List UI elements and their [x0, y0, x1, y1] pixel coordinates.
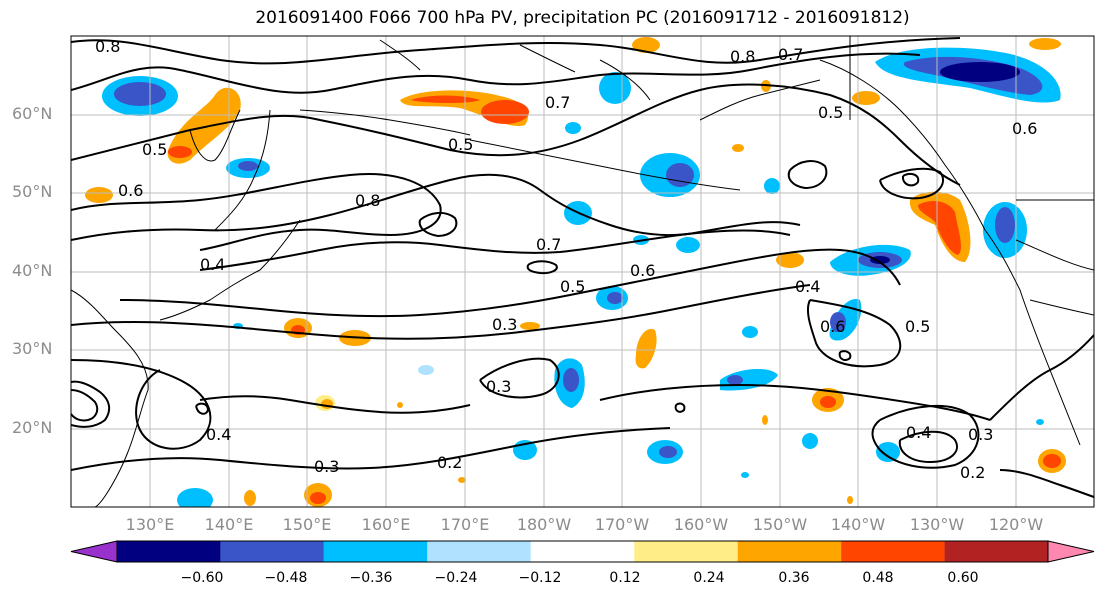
colorbar-tick-label: 0.60 — [947, 570, 979, 586]
lat-label: 20°N — [12, 418, 53, 437]
lon-label: 150°W — [752, 515, 808, 534]
colorbar-tick-label: −0.12 — [518, 570, 562, 586]
contour-label: 0.6 — [118, 181, 143, 200]
lon-label: 170°W — [594, 515, 650, 534]
lon-label: 130°E — [125, 515, 175, 534]
contour-label: 0.8 — [95, 37, 120, 56]
lat-label: 30°N — [12, 339, 53, 358]
colorbar-extend-low — [70, 540, 118, 563]
colorbar-segment — [117, 541, 221, 562]
lon-label: 180°W — [516, 515, 572, 534]
contour-label: 0.7 — [778, 45, 803, 64]
contour-label: 0.7 — [545, 93, 570, 112]
colorbar-tick-label: 0.12 — [609, 570, 641, 586]
lon-label: 160°W — [673, 515, 729, 534]
contour-label: 0.5 — [142, 140, 167, 159]
contour-label: 0.5 — [560, 277, 585, 296]
lat-label: 50°N — [12, 182, 53, 201]
colorbar-segment — [944, 541, 1048, 562]
lon-label: 130°W — [909, 515, 965, 534]
contour-label: 0.3 — [486, 377, 511, 396]
colorbar — [70, 540, 1095, 563]
colorbar-tick-label: 0.48 — [862, 570, 894, 586]
contour-label: 0.8 — [355, 191, 380, 210]
coastlines — [71, 36, 1094, 507]
contour-label-group: 0.8 0.8 0.8 0.7 0.7 0.7 0.6 0.6 0.6 0.6 … — [95, 37, 1037, 482]
contour-label: 0.6 — [820, 317, 845, 336]
lon-label: 160°E — [361, 515, 411, 534]
contour-label: 0.5 — [818, 103, 843, 122]
contour-label: 0.7 — [536, 235, 561, 254]
colorbar-tick-label: 0.36 — [778, 570, 810, 586]
plot-frame — [70, 35, 1095, 508]
lon-label: 120°W — [988, 515, 1044, 534]
lon-label: 170°E — [440, 515, 490, 534]
contour-label: 0.4 — [795, 277, 820, 296]
contour-label: 0.4 — [206, 425, 231, 444]
pv-contours — [71, 37, 1094, 498]
colorbar-segment — [634, 541, 738, 562]
colorbar-segment — [323, 541, 428, 562]
gridlines — [71, 36, 1094, 507]
contour-label: 0.6 — [1012, 119, 1037, 138]
colorbar-segment — [427, 541, 531, 562]
contour-label: 0.4 — [200, 255, 225, 274]
colorbar-tick-label: −0.36 — [349, 570, 393, 586]
contour-label: 0.4 — [906, 423, 931, 442]
lat-label: 60°N — [12, 104, 53, 123]
colorbar-segment — [530, 541, 635, 562]
contour-label: 0.5 — [905, 317, 930, 336]
colorbar-tick-label: 0.24 — [693, 570, 725, 586]
contour-label: 0.8 — [730, 47, 755, 66]
map-title: 2016091400 F066 700 hPa PV, precipitatio… — [255, 8, 910, 28]
colorbar-frame — [116, 540, 1049, 563]
contour-label: 0.3 — [492, 315, 517, 334]
contour-label: 0.2 — [437, 453, 462, 472]
colorbar-tick-label: −0.60 — [180, 570, 224, 586]
colorbar-segment — [737, 541, 842, 562]
contour-label: 0.2 — [960, 463, 985, 482]
colorbar-tick-label: −0.48 — [264, 570, 308, 586]
colorbar-extend-high — [1047, 540, 1095, 563]
colorbar-segment — [220, 541, 324, 562]
lon-label: 140°W — [830, 515, 886, 534]
contour-label: 0.3 — [314, 457, 339, 476]
colorbar-segment — [841, 541, 945, 562]
lat-label: 40°N — [12, 261, 53, 280]
lon-label: 140°E — [204, 515, 254, 534]
lon-label: 150°E — [282, 515, 332, 534]
contour-label: 0.5 — [448, 135, 473, 154]
colorbar-tick-label: −0.24 — [434, 570, 478, 586]
contour-label: 0.6 — [630, 261, 655, 280]
contour-label: 0.3 — [968, 425, 993, 444]
